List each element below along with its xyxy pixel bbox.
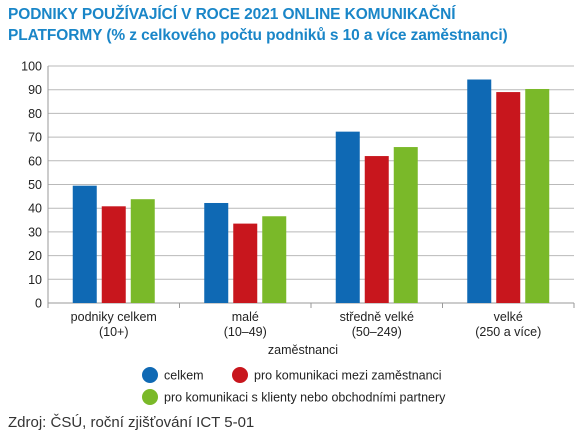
y-tick-label-30: 30	[28, 225, 42, 239]
y-tick-label-80: 80	[28, 107, 42, 121]
bar-2-1	[364, 156, 389, 303]
subtitle-bold: PLATFORMY	[8, 27, 103, 44]
bar-1-0	[204, 202, 229, 303]
bar-0-0	[72, 185, 97, 303]
legend-label-0: celkem	[164, 369, 204, 383]
title-line-1: PODNIKY POUŽÍVAJÍCÍ V ROCE 2021 ONLINE K…	[8, 6, 456, 23]
legend-marker-2	[142, 389, 158, 405]
y-tick-label-20: 20	[28, 249, 42, 263]
x-category-label-0-1: (10+)	[99, 325, 129, 339]
bar-0-2	[130, 199, 155, 303]
bar-3-0	[467, 79, 492, 303]
y-tick-label-100: 100	[21, 60, 42, 74]
chart-title: PODNIKY POUŽÍVAJÍCÍ V ROCE 2021 ONLINE K…	[8, 4, 582, 46]
y-tick-label-0: 0	[35, 297, 42, 311]
x-category-label-1-0: malé	[232, 310, 259, 324]
x-category-label-1-1: (10–49)	[224, 325, 267, 339]
y-tick-label-60: 60	[28, 154, 42, 168]
bar-3-1	[496, 92, 521, 303]
y-tick-label-70: 70	[28, 131, 42, 145]
legend-label-2: pro komunikaci s klienty nebo obchodními…	[164, 391, 446, 405]
subtitle-rest: (% z celkového počtu podniků s 10 a více…	[102, 27, 508, 44]
legend-marker-0	[142, 367, 158, 383]
bar-2-0	[335, 131, 360, 303]
y-tick-label-50: 50	[28, 178, 42, 192]
source-note: Zdroj: ČSÚ, roční zjišťování ICT 5-01	[8, 414, 255, 431]
title-line-2: PLATFORMY (% z celkového počtu podniků s…	[8, 25, 582, 46]
legend-marker-1	[232, 367, 248, 383]
x-category-label-3-1: (250 a více)	[475, 325, 541, 339]
bar-2-2	[393, 147, 418, 303]
bar-1-2	[262, 216, 287, 303]
bar-0-1	[101, 206, 126, 303]
x-category-label-2-1: (50–249)	[352, 325, 402, 339]
y-tick-label-40: 40	[28, 202, 42, 216]
x-category-label-0-0: podniky celkem	[71, 310, 157, 324]
x-category-label-2-0: středně velké	[340, 310, 414, 324]
y-tick-label-90: 90	[28, 83, 42, 97]
x-category-label-3-0: velké	[494, 310, 523, 324]
bar-1-1	[233, 223, 258, 303]
legend-label-1: pro komunikaci mezi zaměstnanci	[254, 369, 442, 383]
x-axis-label: zaměstnanci	[268, 343, 338, 357]
bar-3-2	[525, 88, 550, 303]
y-tick-label-10: 10	[28, 273, 42, 287]
